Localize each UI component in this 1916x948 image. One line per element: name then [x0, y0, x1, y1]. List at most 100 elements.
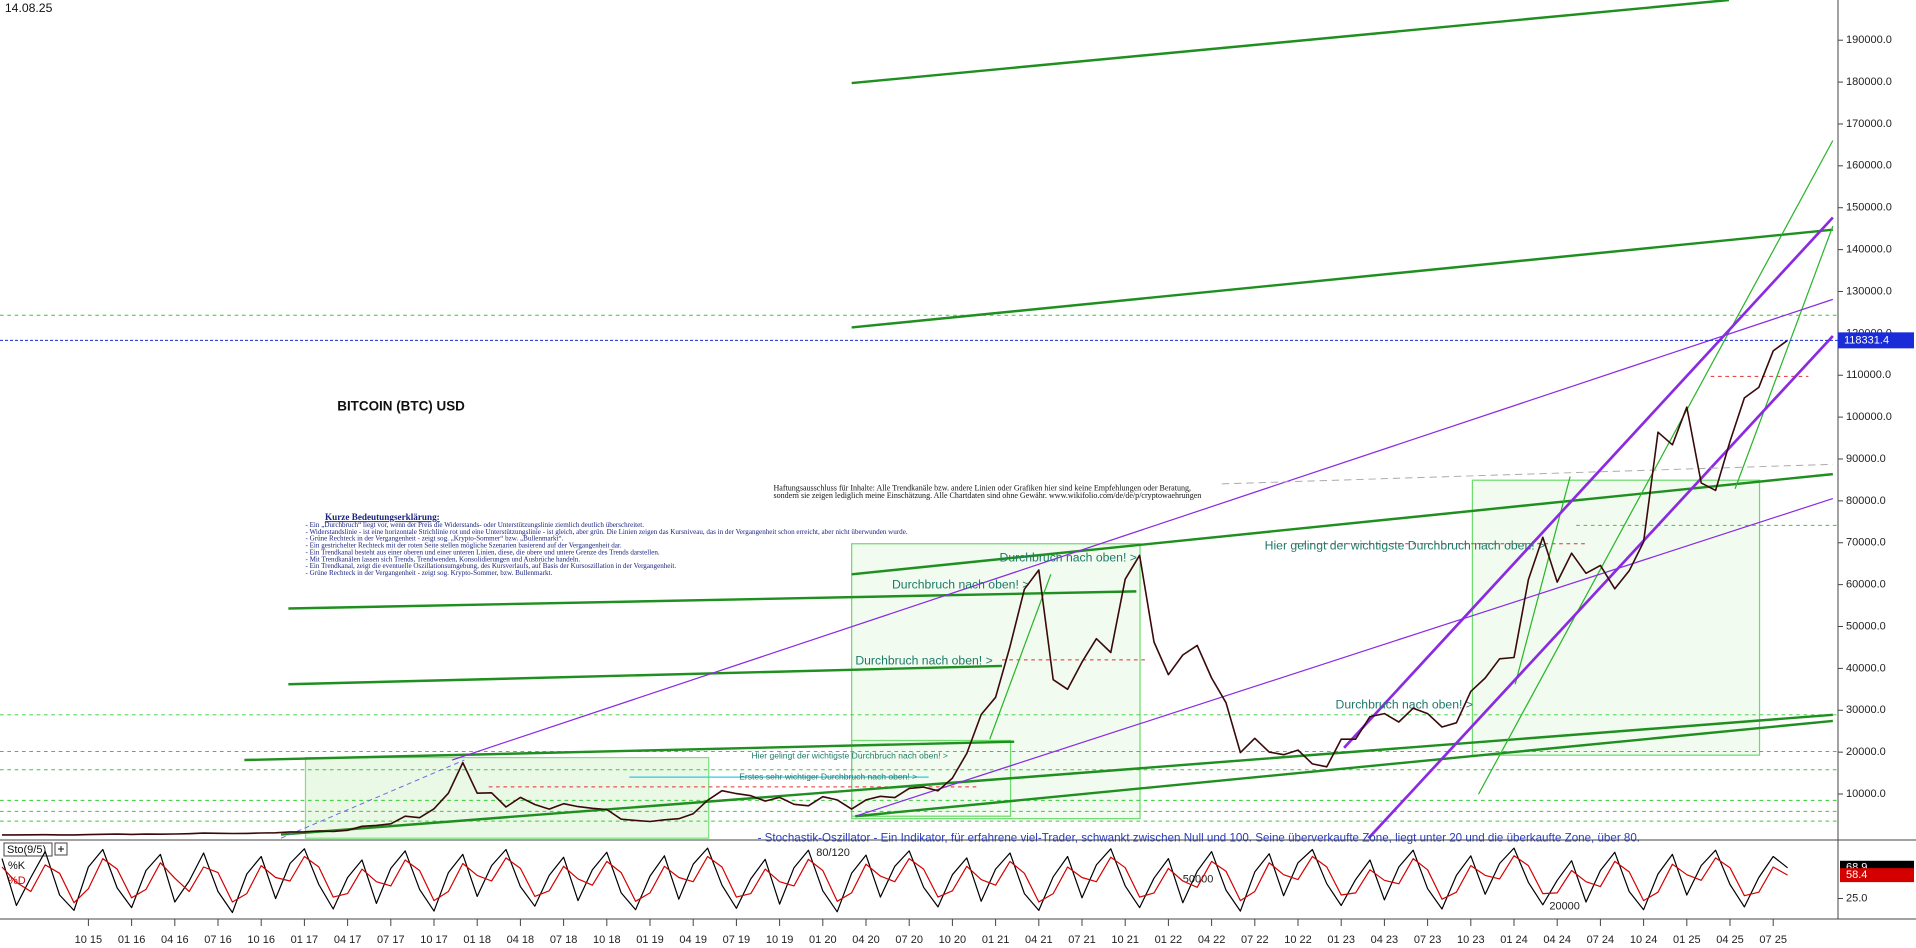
x-tick-label: 04 20: [852, 934, 880, 946]
legend-line: - Ein Trendkanal, zeigt die eventuelle O…: [305, 562, 676, 570]
x-tick-label: 10 18: [593, 934, 621, 946]
legend-line: - Ein „Durchbruch“ liegt vor, wenn der P…: [305, 521, 644, 529]
legend-line: - Grüne Rechteck in der Vergangenheit - …: [305, 569, 552, 577]
x-tick-label: 04 22: [1198, 934, 1226, 946]
support-lines: [0, 314, 1837, 822]
legend-line: - Mit Trendkanälen lassen sich Trends, T…: [305, 555, 580, 563]
x-tick-label: 04 17: [334, 934, 362, 946]
x-tick-label: 04 23: [1371, 934, 1399, 946]
y-tick-label: 90000.0: [1846, 453, 1886, 465]
x-tick-label: 07 18: [550, 934, 578, 946]
steep-trend-lines: [989, 140, 1834, 795]
x-tick-label: 10 24: [1630, 934, 1658, 946]
annotation: Hier gelingt der wichtigste Durchbruch n…: [751, 751, 947, 761]
disclaimer-line: sondern sie zeigen lediglich meine Einsc…: [773, 491, 1201, 500]
date-label: 14.08.25: [5, 1, 53, 15]
y-tick-label: 25.0: [1846, 892, 1867, 904]
annotation: Erstes sehr wichtiger Durchbruch nach ob…: [739, 771, 917, 781]
x-tick-label: 01 24: [1500, 934, 1528, 946]
x-tick-label: 07 20: [895, 934, 923, 946]
y-tick-label: 20000.0: [1846, 746, 1886, 758]
y-tick-label: 110000.0: [1846, 369, 1891, 381]
annotation: 80/120: [816, 847, 850, 859]
stochastic-note: - Stochastik-Oszillator - Ein Indikator,…: [758, 831, 1640, 844]
x-tick-label: 07 25: [1759, 934, 1787, 946]
bull-zone: [1471, 479, 1761, 756]
x-tick-label: 01 19: [636, 934, 664, 946]
axis-background: [1838, 0, 1916, 948]
last-value-box: [1840, 868, 1914, 883]
y-tick-label: 140000.0: [1846, 244, 1892, 256]
annotation: Hier gelingt der wichtigste Durchbruch n…: [1265, 538, 1546, 552]
annotation: Durchbruch nach oben! >: [1336, 697, 1473, 711]
x-tick-label: 01 21: [982, 934, 1010, 946]
y-tick-label: 100000.0: [1846, 411, 1892, 423]
y-tick-label: 130000.0: [1846, 285, 1892, 297]
current-price-box: [1838, 332, 1914, 349]
x-tick-label: 10 15: [75, 934, 103, 946]
trend-line: [280, 759, 465, 839]
x-tick-label: 07 24: [1587, 934, 1615, 946]
x-tick-label: 10 23: [1457, 934, 1485, 946]
y-tick-label: 180000.0: [1846, 76, 1892, 88]
indicator-box[interactable]: [3, 842, 53, 857]
x-tick-label: 07 21: [1068, 934, 1096, 946]
purple-trend-lines: [451, 216, 1834, 840]
y-tick-label: 50000.0: [1846, 620, 1886, 632]
x-tick-label: 10 21: [1111, 934, 1139, 946]
chart-title: BITCOIN (BTC) USD: [337, 398, 465, 413]
legend-lines: - Ein „Durchbruch“ liegt vor, wenn der P…: [305, 521, 907, 577]
last-value-label: 58.4: [1846, 869, 1867, 881]
x-tick-label: 01 17: [291, 934, 319, 946]
y-tick-label: 60000.0: [1846, 579, 1886, 591]
legend-line: - Ein Trendkanal besteht aus einer obere…: [305, 548, 659, 556]
annotation: Durchbruch nach oben! >: [855, 653, 992, 667]
bull-zone: [304, 756, 710, 839]
x-tick-label: 10 16: [247, 934, 275, 946]
current-price-label: 118331.4: [1844, 334, 1889, 346]
trend-lines: [244, 0, 1833, 836]
legend-entry: %K: [8, 860, 26, 872]
price-line: [1, 855, 1788, 904]
drawings: Durchbruch nach oben! > Durchbruch nach …: [0, 0, 1837, 913]
x-tick-label: 07 19: [723, 934, 751, 946]
add-icon: [58, 846, 64, 852]
legend-line: - Ein gestrichelter Rechteck mit der rot…: [305, 542, 621, 550]
x-tick-label: 04 18: [507, 934, 535, 946]
x-tick-label: 01 20: [809, 934, 837, 946]
x-tick-label: 10 20: [939, 934, 967, 946]
x-tick-label: 04 25: [1716, 934, 1744, 946]
disclaimer: Haftungsausschluss für Inhalte: Alle Tre…: [773, 484, 1201, 500]
y-tick-label: 190000.0: [1846, 34, 1892, 46]
resistance-lines: [488, 375, 1809, 788]
y-tick-label: 30000.0: [1846, 704, 1886, 716]
y-tick-label: 150000.0: [1846, 202, 1892, 214]
x-tick-label: 07 23: [1414, 934, 1442, 946]
annotations: Durchbruch nach oben! > Durchbruch nach …: [739, 538, 1545, 781]
y-tick-label: 80000.0: [1846, 495, 1886, 507]
legend-title: Kurze Bedeutungserklärung:: [325, 512, 440, 522]
annotation: 20000: [1549, 901, 1580, 913]
annotation: Durchbruch nach oben! >: [1000, 551, 1137, 565]
indicator-title: Sto(9/5): [7, 844, 46, 856]
legend: Kurze Bedeutungserklärung: - Ein „Durchb…: [305, 512, 907, 577]
y-tick-label: 10000.0: [1846, 788, 1886, 800]
y-tick-label: 160000.0: [1846, 160, 1892, 172]
trend-line: [1221, 463, 1833, 485]
x-tick-label: 07 17: [377, 934, 405, 946]
stochastic-annotations: 80/120 50000 20000: [816, 847, 1580, 913]
y-tick-label: 70000.0: [1846, 537, 1886, 549]
x-tick-label: 04 21: [1025, 934, 1053, 946]
x-tick-label: 07 16: [204, 934, 232, 946]
x-tick-label: 01 22: [1155, 934, 1183, 946]
x-tick-label: 04 24: [1543, 934, 1571, 946]
y-tick-label: 40000.0: [1846, 662, 1886, 674]
x-tick-label: 01 23: [1327, 934, 1355, 946]
x-tick-label: 01 18: [463, 934, 491, 946]
price-line: [2, 339, 1789, 836]
legend-line: - Grüne Rechteck in der Vergangenheit - …: [305, 535, 563, 543]
annotation: Durchbruch nach oben! >: [892, 578, 1029, 592]
y-tick-label: 170000.0: [1846, 118, 1892, 130]
annotation: 50000: [1183, 874, 1214, 886]
